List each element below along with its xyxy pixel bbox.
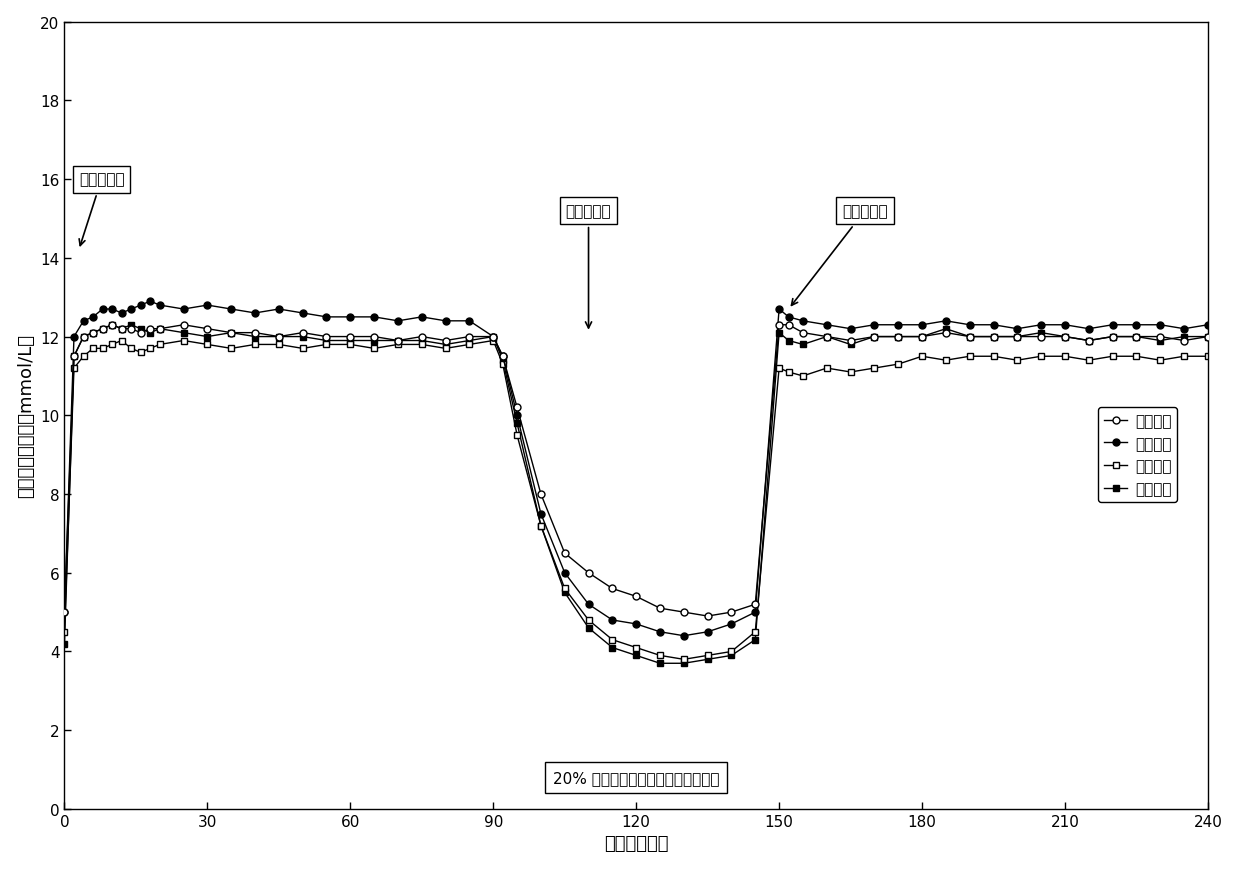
沙格列汀 xyxy=(676,654,691,665)
沙格列汀 xyxy=(85,344,100,355)
西格列汀 xyxy=(819,320,834,330)
西格列汀 xyxy=(843,324,857,335)
格列美脺 xyxy=(1201,332,1215,342)
空白对照 xyxy=(1201,332,1215,342)
格列美脺 xyxy=(85,328,100,338)
Line: 空白对照: 空白对照 xyxy=(61,322,1212,620)
西格列汀 xyxy=(496,352,510,362)
Text: 静脉糖刺激: 静脉糖刺激 xyxy=(79,172,124,246)
Text: 静脉糖刺激: 静脉糖刺激 xyxy=(792,204,887,306)
西格列汀 xyxy=(295,308,310,319)
Line: 沙格列汀: 沙格列汀 xyxy=(61,338,1212,663)
空白对照 xyxy=(76,332,90,342)
格列美脺 xyxy=(819,332,834,342)
Legend: 空白对照, 西格列汀, 沙格列汀, 格列美脺: 空白对照, 西格列汀, 沙格列汀, 格列美脺 xyxy=(1098,408,1177,502)
Line: 格列美脺: 格列美脺 xyxy=(61,322,1212,667)
西格列汀 xyxy=(676,631,691,641)
沙格列汀 xyxy=(76,352,90,362)
西格列汀 xyxy=(57,607,72,618)
Y-axis label: 血浆葡萄糖浓度（mmol/L）: 血浆葡萄糖浓度（mmol/L） xyxy=(16,334,35,498)
格列美脺 xyxy=(496,355,510,366)
沙格列汀 xyxy=(114,336,129,347)
沙格列汀 xyxy=(1201,352,1215,362)
格列美脺 xyxy=(104,320,119,330)
西格列汀 xyxy=(142,296,157,307)
沙格列汀 xyxy=(496,360,510,370)
沙格列汀 xyxy=(819,363,834,374)
沙格列汀 xyxy=(843,368,857,378)
西格列汀 xyxy=(85,312,100,322)
X-axis label: 时间（分钟）: 时间（分钟） xyxy=(603,834,668,852)
格列美脺 xyxy=(76,332,90,342)
Text: 口服糖刺激: 口服糖刺激 xyxy=(566,204,611,328)
空白对照 xyxy=(85,328,100,338)
西格列汀 xyxy=(1201,320,1215,330)
空白对照 xyxy=(819,332,834,342)
空白对照 xyxy=(700,611,715,621)
沙格列汀 xyxy=(57,627,72,637)
空白对照 xyxy=(295,328,310,338)
空白对照 xyxy=(843,336,857,347)
空白对照 xyxy=(104,320,119,330)
格列美脺 xyxy=(57,639,72,649)
沙格列汀 xyxy=(295,344,310,355)
西格列汀 xyxy=(76,316,90,327)
空白对照 xyxy=(57,607,72,618)
格列美脺 xyxy=(843,340,857,350)
格列美脺 xyxy=(653,659,668,669)
Line: 西格列汀: 西格列汀 xyxy=(61,298,1212,640)
Text: 20% 葡萄糖水静脉输注（滴速可调）: 20% 葡萄糖水静脉输注（滴速可调） xyxy=(553,770,720,785)
格列美脺 xyxy=(295,332,310,342)
空白对照 xyxy=(496,352,510,362)
